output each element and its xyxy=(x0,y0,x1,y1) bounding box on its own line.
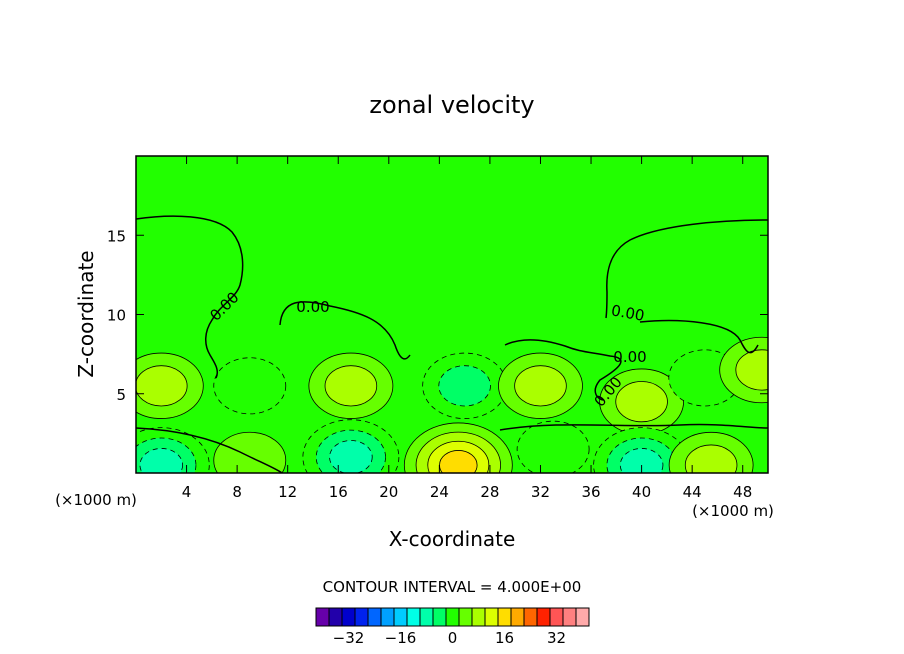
x-tick-label: 44 xyxy=(683,483,702,501)
colorbar xyxy=(315,607,590,627)
chart-title: zonal velocity xyxy=(369,91,534,119)
x-tick-label: 48 xyxy=(733,483,752,501)
colorbar-swatch xyxy=(458,607,473,627)
colorbar-swatch xyxy=(354,607,369,627)
x-tick-label: 8 xyxy=(232,483,242,501)
colorbar-swatch xyxy=(419,607,434,627)
contour-region xyxy=(684,444,738,473)
contour-region xyxy=(136,365,188,407)
x-axis: 4 8 12 16 20 24 28 32 36 40 44 48 xyxy=(182,156,752,501)
x-axis-label: X-coordinate xyxy=(389,527,516,551)
x-tick-label: 24 xyxy=(430,483,449,501)
x-unit-label-left: (×1000 m) xyxy=(55,491,137,509)
x-tick-label: 40 xyxy=(632,483,651,501)
zero-contour-lower-left xyxy=(136,427,283,473)
x-tick-label: 36 xyxy=(581,483,600,501)
colorbar-swatch xyxy=(575,607,590,627)
colorbar-swatch xyxy=(536,607,551,627)
contour-region xyxy=(139,448,184,473)
x-tick-label: 20 xyxy=(379,483,398,501)
colorbar-swatch xyxy=(445,607,460,627)
zero-contour-center xyxy=(504,339,622,401)
zero-contour-middle xyxy=(279,301,411,360)
colorbar-tick-labels: −32 −16 0 16 32 xyxy=(333,629,566,647)
colorbar-swatch xyxy=(562,607,577,627)
x-tick-label: 32 xyxy=(531,483,550,501)
zero-contour-mid-right xyxy=(639,319,759,354)
y-tick-label: 10 xyxy=(107,307,126,325)
x-tick-label: 28 xyxy=(480,483,499,501)
colorbar-swatch xyxy=(328,607,343,627)
x-unit-label-right: (×1000 m) xyxy=(692,502,774,520)
colorbar-swatch xyxy=(393,607,408,627)
x-tick-label: 12 xyxy=(278,483,297,501)
contour-region xyxy=(615,381,668,423)
colorbar-swatch xyxy=(380,607,395,627)
zero-contour-left-upper xyxy=(136,215,244,379)
contour-label: 0.00 xyxy=(613,348,646,366)
x-tick-label: 16 xyxy=(329,483,348,501)
colorbar-swatch xyxy=(367,607,382,627)
contour-region xyxy=(213,431,287,473)
y-tick-label: 5 xyxy=(116,386,126,404)
zero-contour-right-upper xyxy=(605,219,768,319)
contour-label: 0.00 xyxy=(610,301,646,325)
contour-interval-text: CONTOUR INTERVAL = 4.000E+00 xyxy=(323,578,582,596)
colorbar-swatch xyxy=(523,607,538,627)
y-axis-label: Z-coordinate xyxy=(74,250,98,377)
colorbar-tick-label: 0 xyxy=(448,629,458,647)
colorbar-tick-label: −16 xyxy=(385,629,417,647)
zero-contour-lower-right xyxy=(499,423,768,431)
colorbar-swatch xyxy=(341,607,356,627)
x-tick-label: 4 xyxy=(182,483,192,501)
contour-region xyxy=(516,420,590,473)
colorbar-swatch xyxy=(497,607,512,627)
colorbar-swatch xyxy=(315,607,330,627)
colorbar-swatch xyxy=(432,607,447,627)
y-axis: 5 10 15 xyxy=(107,227,768,404)
contour-region xyxy=(213,357,287,415)
colorbar-tick-label: 32 xyxy=(547,629,566,647)
contour-region xyxy=(514,365,567,407)
contour-region xyxy=(438,365,491,407)
colorbar-swatch xyxy=(549,607,564,627)
contour-region xyxy=(329,440,373,473)
contour-region xyxy=(324,365,378,407)
colorbar-tick-label: 16 xyxy=(495,629,514,647)
colorbar-swatch xyxy=(471,607,486,627)
colorbar-swatch xyxy=(484,607,499,627)
contour-regions xyxy=(136,336,768,473)
colorbar-tick-label: −32 xyxy=(333,629,365,647)
y-tick-label: 15 xyxy=(107,227,126,245)
colorbar-swatch xyxy=(406,607,421,627)
contour-label: 0.00 xyxy=(296,298,329,316)
contour-region xyxy=(619,448,664,473)
contour-region xyxy=(439,450,478,473)
contour-region xyxy=(735,349,768,391)
colorbar-swatch xyxy=(510,607,525,627)
